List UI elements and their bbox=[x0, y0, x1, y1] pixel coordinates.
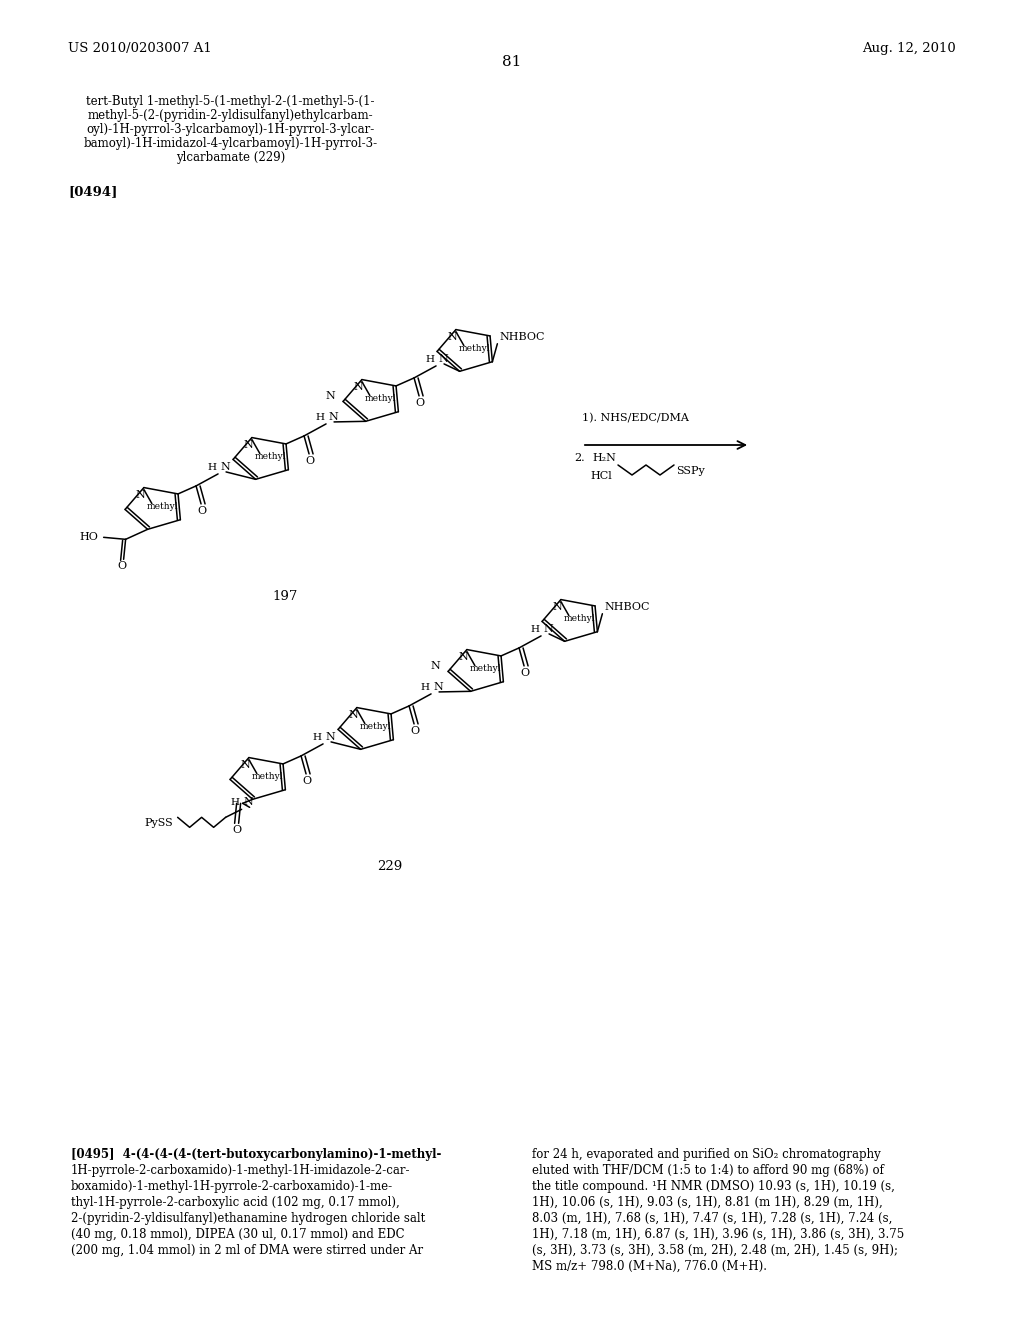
Text: 1H-pyrrole-2-carboxamido)-1-methyl-1H-imidazole-2-car-: 1H-pyrrole-2-carboxamido)-1-methyl-1H-im… bbox=[71, 1164, 411, 1177]
Text: bamoyl)-1H-imidazol-4-ylcarbamoyl)-1H-pyrrol-3-: bamoyl)-1H-imidazol-4-ylcarbamoyl)-1H-py… bbox=[83, 137, 378, 150]
Text: N: N bbox=[433, 682, 442, 692]
Text: oyl)-1H-pyrrol-3-ylcarbamoyl)-1H-pyrrol-3-ylcar-: oyl)-1H-pyrrol-3-ylcarbamoyl)-1H-pyrrol-… bbox=[86, 123, 375, 136]
Text: 81: 81 bbox=[503, 55, 521, 69]
Text: methyl: methyl bbox=[255, 451, 287, 461]
Text: H₂N: H₂N bbox=[592, 453, 615, 463]
Text: MS m/z+ 798.0 (M+Na), 776.0 (M+H).: MS m/z+ 798.0 (M+Na), 776.0 (M+H). bbox=[532, 1261, 767, 1272]
Text: H: H bbox=[420, 682, 429, 692]
Text: the title compound. ¹H NMR (DMSO) 10.93 (s, 1H), 10.19 (s,: the title compound. ¹H NMR (DMSO) 10.93 … bbox=[532, 1180, 895, 1193]
Text: N: N bbox=[328, 412, 338, 422]
Text: boxamido)-1-methyl-1H-pyrrole-2-carboxamido)-1-me-: boxamido)-1-methyl-1H-pyrrole-2-carboxam… bbox=[71, 1180, 393, 1193]
Text: [0495]  4-(4-(4-(4-(tert-butoxycarbonylamino)-1-methyl-: [0495] 4-(4-(4-(4-(tert-butoxycarbonylam… bbox=[71, 1148, 441, 1162]
Text: N: N bbox=[325, 731, 335, 742]
Text: 8.03 (m, 1H), 7.68 (s, 1H), 7.47 (s, 1H), 7.28 (s, 1H), 7.24 (s,: 8.03 (m, 1H), 7.68 (s, 1H), 7.47 (s, 1H)… bbox=[532, 1212, 892, 1225]
Text: 1). NHS/EDC/DMA: 1). NHS/EDC/DMA bbox=[582, 413, 689, 422]
Text: tert-Butyl 1-methyl-5-(1-methyl-2-(1-methyl-5-(1-: tert-Butyl 1-methyl-5-(1-methyl-2-(1-met… bbox=[86, 95, 375, 108]
Text: for 24 h, evaporated and purified on SiO₂ chromatography: for 24 h, evaporated and purified on SiO… bbox=[532, 1148, 881, 1162]
Text: N: N bbox=[326, 392, 335, 401]
Text: ylcarbamate (229): ylcarbamate (229) bbox=[176, 150, 285, 164]
Text: HCl: HCl bbox=[590, 471, 611, 480]
Text: SSPy: SSPy bbox=[676, 466, 705, 477]
Text: PySS: PySS bbox=[144, 818, 174, 829]
Text: O: O bbox=[411, 726, 420, 737]
Text: N: N bbox=[244, 797, 253, 808]
Text: NHBOC: NHBOC bbox=[604, 602, 650, 611]
Text: H: H bbox=[207, 463, 216, 473]
Text: HO: HO bbox=[80, 532, 98, 543]
Text: methyl: methyl bbox=[564, 614, 595, 623]
Text: methyl: methyl bbox=[459, 343, 490, 352]
Text: 2.: 2. bbox=[574, 453, 585, 463]
Text: methyl: methyl bbox=[146, 502, 178, 511]
Text: N: N bbox=[220, 462, 229, 473]
Text: N: N bbox=[135, 490, 144, 499]
Text: methyl: methyl bbox=[252, 772, 284, 780]
Text: Aug. 12, 2010: Aug. 12, 2010 bbox=[862, 42, 956, 55]
Text: 1H), 10.06 (s, 1H), 9.03 (s, 1H), 8.81 (m 1H), 8.29 (m, 1H),: 1H), 10.06 (s, 1H), 9.03 (s, 1H), 8.81 (… bbox=[532, 1196, 883, 1209]
Text: thyl-1H-pyrrole-2-carboxylic acid (102 mg, 0.17 mmol),: thyl-1H-pyrrole-2-carboxylic acid (102 m… bbox=[71, 1196, 399, 1209]
Text: N: N bbox=[458, 652, 468, 661]
Text: methyl: methyl bbox=[470, 664, 502, 673]
Text: [0494]: [0494] bbox=[68, 185, 118, 198]
Text: NHBOC: NHBOC bbox=[500, 331, 545, 342]
Text: N: N bbox=[240, 759, 250, 770]
Text: O: O bbox=[416, 397, 425, 408]
Text: N: N bbox=[243, 440, 253, 450]
Text: N: N bbox=[543, 624, 553, 634]
Text: N: N bbox=[447, 331, 457, 342]
Text: H: H bbox=[425, 355, 434, 364]
Text: H: H bbox=[312, 733, 322, 742]
Text: 229: 229 bbox=[378, 861, 402, 873]
Text: N: N bbox=[430, 661, 440, 672]
Text: 197: 197 bbox=[272, 590, 298, 603]
Text: N: N bbox=[353, 381, 362, 392]
Text: O: O bbox=[305, 455, 314, 466]
Text: O: O bbox=[302, 776, 311, 785]
Text: (s, 3H), 3.73 (s, 3H), 3.58 (m, 2H), 2.48 (m, 2H), 1.45 (s, 9H);: (s, 3H), 3.73 (s, 3H), 3.58 (m, 2H), 2.4… bbox=[532, 1243, 898, 1257]
Text: (200 mg, 1.04 mmol) in 2 ml of DMA were stirred under Ar: (200 mg, 1.04 mmol) in 2 ml of DMA were … bbox=[71, 1243, 423, 1257]
Text: methyl-5-(2-(pyridin-2-yldisulfanyl)ethylcarbam-: methyl-5-(2-(pyridin-2-yldisulfanyl)ethy… bbox=[88, 110, 373, 121]
Text: H: H bbox=[315, 413, 324, 422]
Text: H: H bbox=[530, 624, 539, 634]
Text: O: O bbox=[117, 561, 126, 572]
Text: methyl: methyl bbox=[359, 722, 391, 730]
Text: US 2010/0203007 A1: US 2010/0203007 A1 bbox=[68, 42, 212, 55]
Text: O: O bbox=[520, 668, 529, 678]
Text: H: H bbox=[230, 799, 240, 808]
Text: 2-(pyridin-2-yldisulfanyl)ethanamine hydrogen chloride salt: 2-(pyridin-2-yldisulfanyl)ethanamine hyd… bbox=[71, 1212, 425, 1225]
Text: eluted with THF/DCM (1:5 to 1:4) to afford 90 mg (68%) of: eluted with THF/DCM (1:5 to 1:4) to affo… bbox=[532, 1164, 884, 1177]
Text: O: O bbox=[198, 506, 207, 516]
Text: 1H), 7.18 (m, 1H), 6.87 (s, 1H), 3.96 (s, 1H), 3.86 (s, 3H), 3.75: 1H), 7.18 (m, 1H), 6.87 (s, 1H), 3.96 (s… bbox=[532, 1228, 904, 1241]
Text: (40 mg, 0.18 mmol), DIPEA (30 ul, 0.17 mmol) and EDC: (40 mg, 0.18 mmol), DIPEA (30 ul, 0.17 m… bbox=[71, 1228, 404, 1241]
Text: methyl: methyl bbox=[365, 393, 396, 403]
Text: N: N bbox=[348, 710, 357, 719]
Text: N: N bbox=[438, 354, 447, 364]
Text: N: N bbox=[552, 602, 562, 611]
Text: O: O bbox=[232, 825, 242, 836]
